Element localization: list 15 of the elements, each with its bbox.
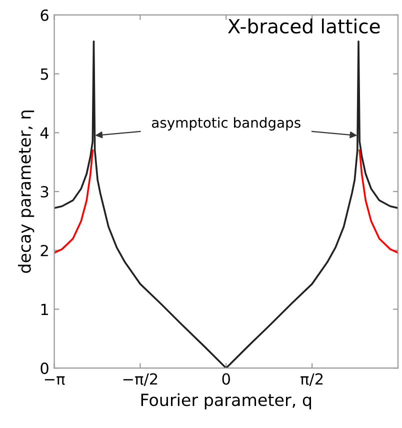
x-tick-label: 0 xyxy=(222,373,230,385)
y-axis-title: decay parameter, η xyxy=(18,110,34,273)
y-tick-label: 1 xyxy=(41,304,48,316)
y-tick-label: 5 xyxy=(40,68,48,80)
chart-title: X-braced lattice xyxy=(228,18,380,34)
y-tick-label: 3 xyxy=(40,186,48,198)
x-tick-label: −π xyxy=(44,376,65,385)
x-tick-label: π/2 xyxy=(300,373,323,386)
y-tick-label: 0 xyxy=(40,362,48,374)
y-tick-label: 6 xyxy=(40,9,48,21)
annotation: asymptotic bandgaps xyxy=(152,117,300,131)
x-tick-label: −π/2 xyxy=(123,373,158,386)
y-tick-label: 2 xyxy=(40,244,48,256)
y-tick-label: 4 xyxy=(40,127,49,138)
x-axis-title: Fourier parameter, q xyxy=(141,393,312,410)
